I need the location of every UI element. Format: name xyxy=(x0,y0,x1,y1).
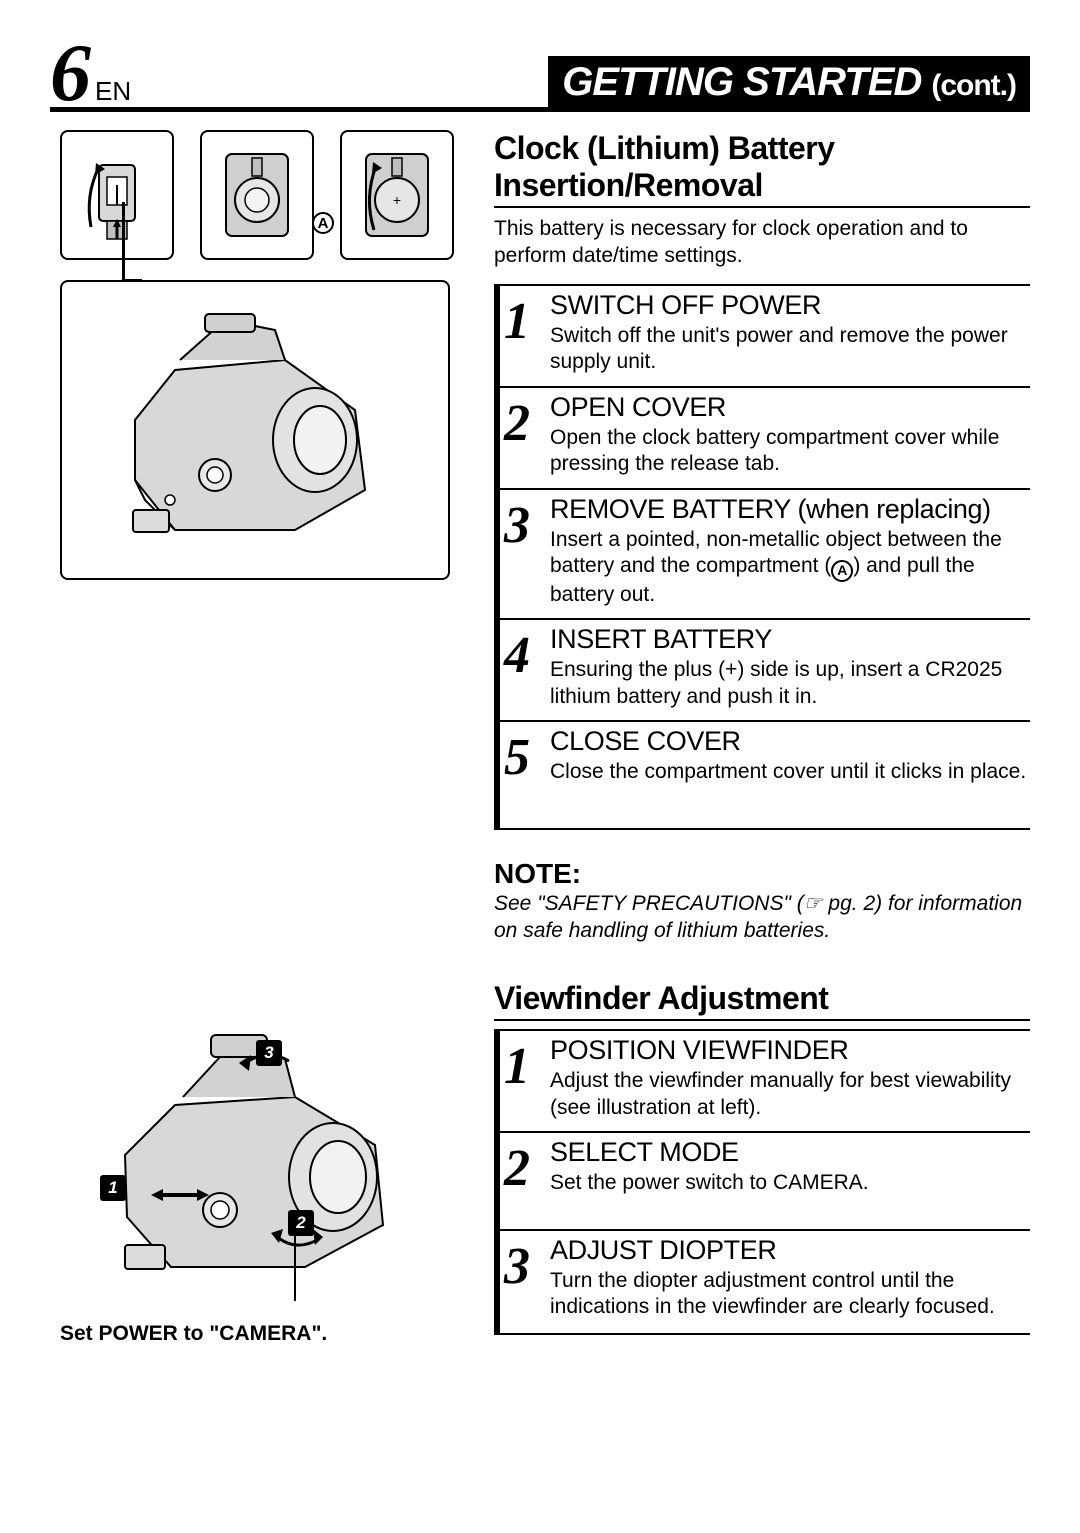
step-heading: INSERT BATTERY xyxy=(550,624,1030,655)
cover-lift-icon xyxy=(77,145,157,245)
step-5: 5 CLOSE COVER Close the compartment cove… xyxy=(500,720,1030,825)
section-2-title: Viewfinder Adjustment xyxy=(494,980,1030,1021)
page-header: 6 EN GETTING STARTED (cont.) xyxy=(50,40,1030,112)
step-body: Switch off the unit's power and remove t… xyxy=(550,323,1030,376)
vf-badge-3: 3 xyxy=(256,1040,282,1066)
step-num: 2 xyxy=(504,398,530,450)
page-language: EN xyxy=(95,76,131,107)
step-body: Insert a pointed, non-metallic object be… xyxy=(550,527,1030,609)
note-heading: NOTE: xyxy=(494,858,1030,890)
step-body: Ensuring the plus (+) side is up, insert… xyxy=(550,657,1030,710)
step-body: Close the compartment cover until it cli… xyxy=(550,759,1030,785)
step-body: Turn the diopter adjustment control unti… xyxy=(550,1268,1030,1321)
steps-end-rule xyxy=(500,1333,1030,1335)
viewfinder-illustration: 1 2 3 xyxy=(60,1000,450,1310)
note-block: NOTE: See "SAFETY PRECAUTIONS" (☞ pg. 2)… xyxy=(494,858,1030,945)
step-num: 3 xyxy=(504,500,530,552)
camcorder-icon xyxy=(85,300,425,560)
battery-illus-1 xyxy=(60,130,174,260)
vf-step-1: 1 POSITION VIEWFINDER Adjust the viewfin… xyxy=(500,1029,1030,1131)
step-heading: REMOVE BATTERY (when replacing) xyxy=(550,494,1030,525)
section-1-intro: This battery is necessary for clock oper… xyxy=(494,216,1030,270)
step-2: 2 OPEN COVER Open the clock battery comp… xyxy=(500,386,1030,488)
step-num: 1 xyxy=(504,1041,530,1093)
step-body: Adjust the viewfinder manually for best … xyxy=(550,1068,1030,1121)
note-body: See "SAFETY PRECAUTIONS" (☞ pg. 2) for i… xyxy=(494,890,1030,945)
battery-compartment-icon xyxy=(212,140,302,250)
viewfinder-caption: Set POWER to "CAMERA". xyxy=(60,1322,470,1346)
battery-illustration-row: A + xyxy=(50,130,470,260)
step-heading: SWITCH OFF POWER xyxy=(550,290,1030,321)
vf-step-3: 3 ADJUST DIOPTER Turn the diopter adjust… xyxy=(500,1229,1030,1331)
step-heading: CLOSE COVER xyxy=(550,726,1030,757)
left-column: A + xyxy=(50,130,470,1346)
svg-text:+: + xyxy=(393,192,401,208)
header-title-sub: (cont.) xyxy=(931,69,1016,103)
header-title: GETTING STARTED (cont.) xyxy=(548,56,1030,107)
step-heading: SELECT MODE xyxy=(550,1137,1030,1168)
inline-callout-a: A xyxy=(831,560,853,582)
step-3: 3 REMOVE BATTERY (when replacing) Insert… xyxy=(500,488,1030,619)
header-title-main: GETTING STARTED xyxy=(562,60,921,105)
step-heading: ADJUST DIOPTER xyxy=(550,1235,1030,1266)
section-1-steps: 1 SWITCH OFF POWER Switch off the unit's… xyxy=(494,284,1030,830)
battery-illus-3: + xyxy=(340,130,454,260)
callout-a: A xyxy=(312,212,334,234)
section-2-steps: 1 POSITION VIEWFINDER Adjust the viewfin… xyxy=(494,1029,1030,1334)
step-num: 5 xyxy=(504,732,530,784)
step-num: 1 xyxy=(504,296,530,348)
step-heading: OPEN COVER xyxy=(550,392,1030,423)
callout-connector xyxy=(122,202,142,282)
vf-step-2: 2 SELECT MODE Set the power switch to CA… xyxy=(500,1131,1030,1228)
viewfinder-camcorder-icon xyxy=(75,1005,435,1305)
vf-badge-1: 1 xyxy=(100,1175,126,1201)
step-body: Set the power switch to CAMERA. xyxy=(550,1170,1030,1196)
content: A + xyxy=(50,130,1030,1346)
camcorder-illustration xyxy=(60,280,450,580)
battery-illus-2: A xyxy=(200,130,314,260)
battery-insert-icon: + xyxy=(352,140,442,250)
page-number: 6 xyxy=(50,40,91,106)
step-num: 2 xyxy=(504,1143,530,1195)
page-number-block: 6 EN xyxy=(50,40,131,107)
step-num: 4 xyxy=(504,630,530,682)
step-body: Open the clock battery compartment cover… xyxy=(550,425,1030,478)
section-1-title: Clock (Lithium) Battery Insertion/Remova… xyxy=(494,130,1030,208)
step-4: 4 INSERT BATTERY Ensuring the plus (+) s… xyxy=(500,618,1030,720)
right-column: Clock (Lithium) Battery Insertion/Remova… xyxy=(494,130,1030,1346)
step-1: 1 SWITCH OFF POWER Switch off the unit's… xyxy=(500,284,1030,386)
vf-badge-2: 2 xyxy=(288,1210,314,1236)
steps-end-rule xyxy=(500,828,1030,830)
step-heading: POSITION VIEWFINDER xyxy=(550,1035,1030,1066)
step-num: 3 xyxy=(504,1241,530,1293)
